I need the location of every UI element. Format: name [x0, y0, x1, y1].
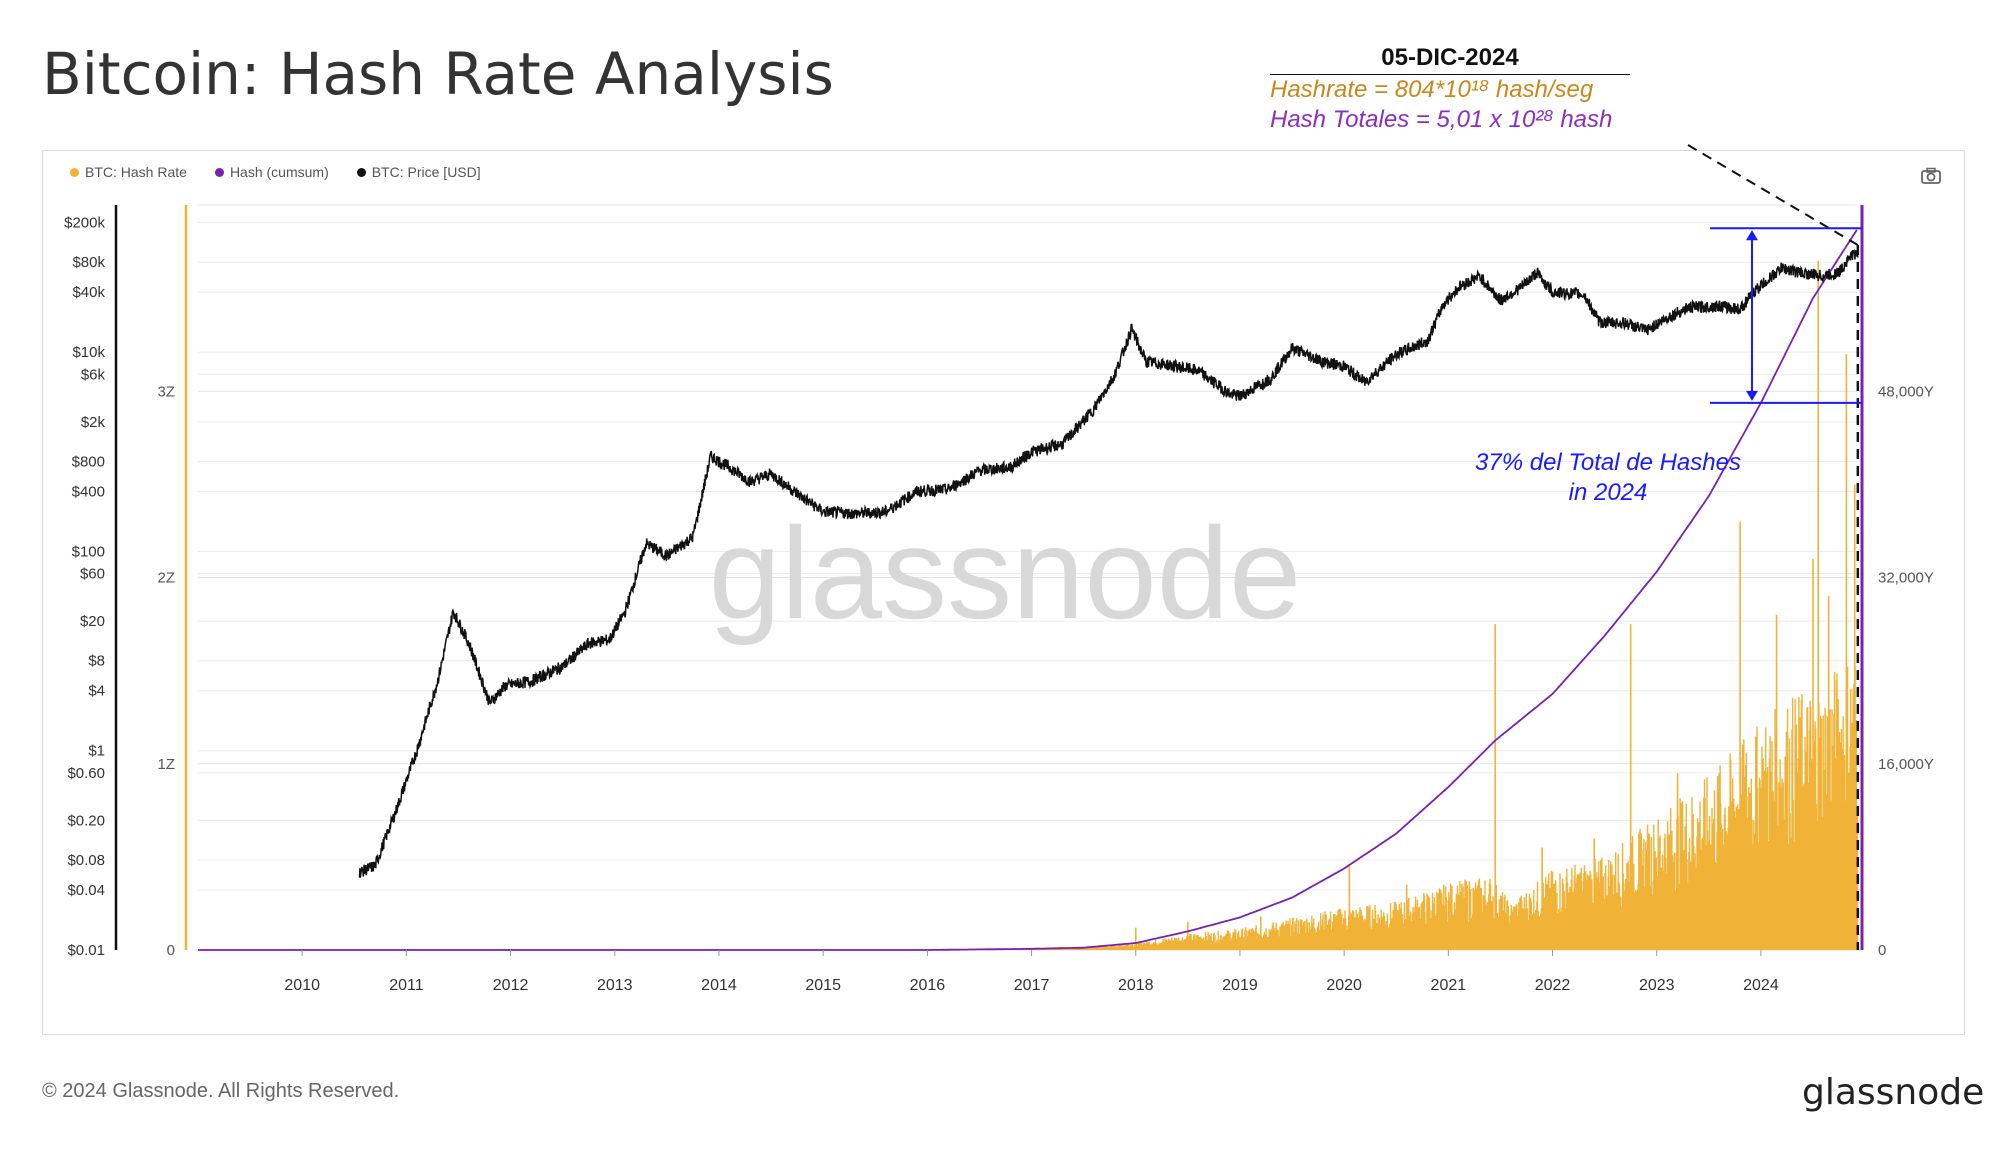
hashrate-tick-label: 2Z: [157, 570, 175, 587]
price-tick-label: $2k: [81, 414, 106, 431]
page-title: Bitcoin: Hash Rate Analysis: [42, 40, 834, 108]
legend-label: BTC: Hash Rate: [85, 164, 187, 180]
legend-label: BTC: Price [USD]: [371, 164, 481, 180]
x-tick-label: 2019: [1222, 977, 1258, 994]
price-tick-label: $0.04: [67, 882, 105, 899]
annotation-date: 05-DIC-2024: [1270, 44, 1630, 75]
price-tick-label: $100: [72, 543, 105, 560]
x-tick-label: 2011: [389, 977, 424, 994]
price-tick-label: $0.08: [67, 852, 105, 869]
legend-label: Hash (cumsum): [229, 164, 329, 180]
legend-item-hash-rate[interactable]: BTC: Hash Rate: [70, 164, 187, 180]
x-tick-label: 2015: [805, 977, 841, 994]
watermark: glassnode: [709, 500, 1302, 646]
arrow-down-icon: [1746, 390, 1758, 401]
price-tick-label: $200k: [64, 215, 105, 232]
cumsum-tick-label: 0: [1878, 942, 1886, 959]
price-tick-label: $0.60: [67, 765, 105, 782]
cumsum-tick-label: 48,000Y: [1878, 383, 1934, 400]
copyright-footer: © 2024 Glassnode. All Rights Reserved.: [42, 1080, 400, 1102]
price-tick-label: $10k: [72, 344, 105, 361]
x-tick-label: 2018: [1118, 977, 1154, 994]
x-tick-label: 2022: [1535, 977, 1571, 994]
percent-annotation-line2: in 2024: [1569, 479, 1648, 506]
brand-logo: glassnode: [1802, 1072, 1985, 1113]
price-tick-label: $800: [72, 453, 105, 470]
price-tick-label: $80k: [72, 254, 105, 271]
camera-icon[interactable]: [1920, 167, 1942, 190]
legend-dot-icon: [70, 167, 79, 177]
percent-annotation-line1: 37% del Total de Hashes: [1475, 449, 1741, 476]
cumsum-series: [198, 229, 1858, 951]
legend-item-hash-cumsum[interactable]: Hash (cumsum): [214, 164, 329, 180]
price-tick-label: $400: [72, 483, 105, 500]
hashrate-series: [926, 666, 1859, 950]
annotation-total-hashes: Hash Totales = 5,01 x 10²⁸ hash: [1270, 106, 1613, 133]
price-tick-label: $0.01: [67, 942, 105, 959]
legend-dot-icon: [356, 167, 366, 177]
price-tick-label: $0.20: [67, 812, 105, 829]
x-tick-label: 2017: [1014, 977, 1050, 994]
annotation-leader-line: [1687, 144, 1859, 246]
cumsum-tick-label: 32,000Y: [1878, 570, 1934, 587]
price-series: [358, 248, 1859, 878]
legend-dot-icon: [214, 167, 224, 177]
x-tick-label: 2014: [701, 977, 737, 994]
price-tick-label: $60: [80, 566, 105, 583]
price-tick-label: $6k: [81, 366, 106, 383]
price-tick-label: $20: [80, 613, 105, 630]
hashrate-tick-label: 0: [167, 942, 175, 959]
chart-frame: [42, 150, 1965, 1035]
x-tick-label: 2024: [1743, 977, 1779, 994]
x-tick-label: 2012: [493, 977, 529, 994]
x-tick-label: 2010: [284, 977, 320, 994]
arrow-up-icon: [1746, 230, 1758, 241]
hashrate-tick-label: 3Z: [157, 383, 175, 400]
cumsum-tick-label: 16,000Y: [1878, 756, 1934, 773]
x-tick-label: 2016: [910, 977, 946, 994]
x-tick-label: 2013: [597, 977, 633, 994]
x-tick-label: 2023: [1639, 977, 1675, 994]
legend-item-price[interactable]: BTC: Price [USD]: [356, 164, 481, 180]
x-tick-label: 2020: [1326, 977, 1362, 994]
chart-legend: BTC: Hash Rate Hash (cumsum) BTC: Price …: [70, 164, 481, 180]
price-tick-label: $1: [88, 743, 105, 760]
date-annotation: 05-DIC-2024 Hashrate = 804*10¹⁸ hash/seg…: [1270, 44, 1630, 135]
x-tick-label: 2021: [1431, 977, 1467, 994]
price-tick-label: $4: [88, 683, 105, 700]
annotation-hashrate: Hashrate = 804*10¹⁸ hash/seg: [1270, 76, 1594, 103]
price-tick-label: $8: [88, 653, 105, 670]
hashrate-tick-label: 1Z: [157, 756, 175, 773]
price-tick-label: $40k: [72, 284, 105, 301]
